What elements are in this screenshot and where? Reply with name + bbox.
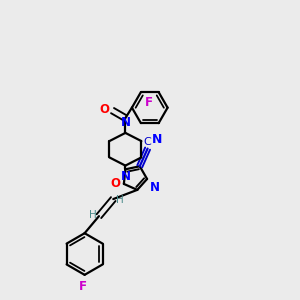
- Text: N: N: [152, 133, 163, 146]
- Text: O: O: [110, 177, 120, 190]
- Text: H: H: [116, 195, 124, 205]
- Text: O: O: [99, 103, 109, 116]
- Text: N: N: [149, 182, 160, 194]
- Text: F: F: [145, 96, 153, 109]
- Text: C: C: [143, 137, 151, 147]
- Text: H: H: [88, 210, 96, 220]
- Text: F: F: [79, 280, 87, 293]
- Text: N: N: [120, 116, 130, 129]
- Text: N: N: [120, 170, 130, 183]
